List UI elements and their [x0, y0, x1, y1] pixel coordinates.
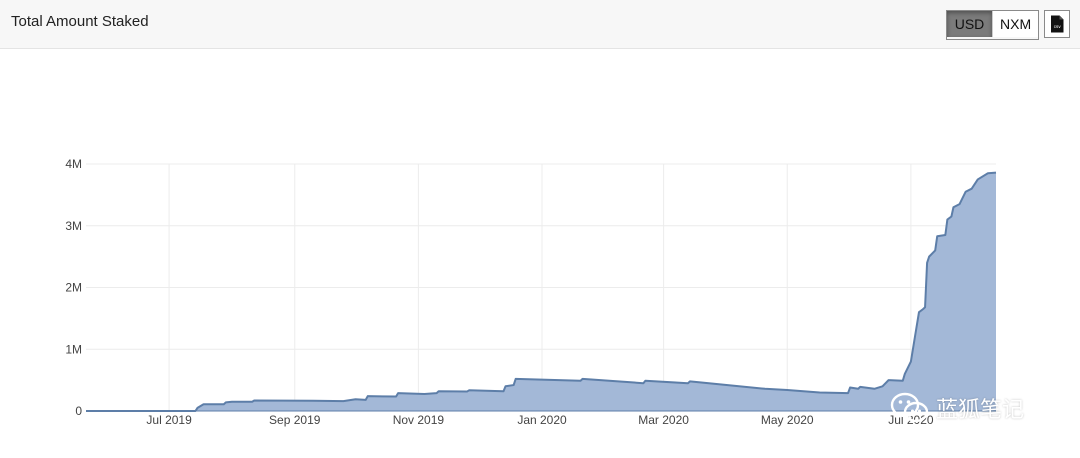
csv-file-icon: csv	[1051, 15, 1064, 33]
y-tick-label: 2M	[65, 281, 82, 295]
usd-button[interactable]: USD	[947, 11, 992, 37]
chart-header: Total Amount Staked USD NXM csv	[0, 0, 1080, 49]
x-tick-label: Jul 2019	[146, 413, 192, 427]
staked-line	[86, 171, 997, 412]
csv-download-button[interactable]: csv	[1044, 10, 1070, 38]
y-tick-label: 4M	[65, 157, 82, 171]
x-tick-label: Jan 2020	[517, 413, 567, 427]
x-tick-label: Sep 2019	[269, 413, 321, 427]
chart-title: Total Amount Staked	[11, 13, 149, 30]
y-tick-label: 0	[75, 404, 82, 418]
watermark-text: 蓝狐笔记	[936, 398, 1025, 423]
nxm-button[interactable]: NXM	[992, 11, 1038, 37]
x-tick-labels: Jul 2019 Sep 2019 Nov 2019 Jan 2020 Mar 2020…	[146, 413, 933, 427]
wechat-icon	[890, 392, 929, 423]
x-tick-label: May 2020	[761, 413, 814, 427]
y-tick-label: 3M	[65, 219, 82, 233]
csv-icon-text: csv	[1054, 24, 1062, 29]
x-tick-label: Mar 2020	[638, 413, 689, 427]
staked-area	[86, 172, 996, 411]
x-gridlines	[168, 164, 912, 411]
watermark: 蓝狐笔记	[890, 388, 1024, 428]
y-gridlines	[86, 163, 996, 350]
y-tick-label: 1M	[65, 342, 82, 356]
y-tick-labels: 0 1M 2M 3M 4M	[65, 157, 82, 418]
x-tick-label: Nov 2019	[393, 413, 445, 427]
currency-toggle: USD NXM	[946, 10, 1039, 40]
